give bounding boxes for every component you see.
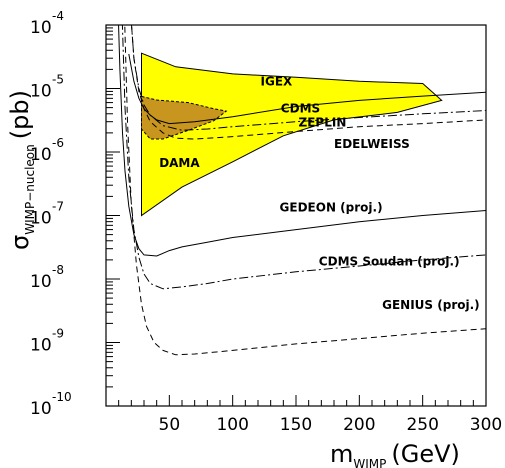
y-tick-base: 10 — [30, 336, 52, 356]
y-tick-base: 10 — [30, 18, 52, 38]
x-axis-title: mWIMP (GeV) — [330, 440, 460, 468]
y-tick-label: 10-10 — [30, 390, 72, 419]
x-tick-label: 50 — [159, 415, 181, 435]
y-tick-label: 10-8 — [30, 263, 64, 292]
y-tick-exponent: -10 — [52, 390, 72, 404]
y-tick-base: 10 — [30, 399, 52, 419]
axes-layer: 50 100 150 200 250 30010-410-510-610-710-810-… — [30, 9, 502, 435]
y-tick-label: 10-6 — [30, 136, 64, 165]
annotation-gedeon-proj: GEDEON (proj.) — [280, 201, 383, 215]
y-tick-exponent: -7 — [52, 200, 64, 214]
annotation-zeplin: ZEPLIN — [299, 116, 347, 130]
region-igex — [141, 52, 443, 217]
curve-genius-proj — [124, 25, 486, 356]
annotation-cdms-soudan-proj: CDMS Soudan (proj.) — [319, 255, 460, 269]
y-tick-base: 10 — [30, 209, 52, 229]
series-layer — [118, 25, 486, 356]
y-tick-base: 10 — [30, 145, 52, 165]
curve-cdms — [128, 53, 486, 125]
x-tick-label: 250 — [406, 415, 438, 435]
annotation-edelweiss: EDELWEISS — [334, 137, 410, 151]
y-tick-exponent: -5 — [52, 73, 64, 87]
y-tick-label: 10-4 — [30, 9, 64, 38]
curve-edelweiss — [131, 25, 486, 140]
y-tick-exponent: -6 — [52, 136, 64, 150]
y-tick-label: 10-9 — [30, 327, 64, 356]
annotation-dama: DAMA — [159, 156, 200, 170]
regions-layer — [141, 52, 443, 217]
y-axis-title: σWIMP−nucleon(pb) — [6, 90, 37, 250]
x-tick-label: 150 — [280, 415, 312, 435]
x-tick-label: 200 — [343, 415, 375, 435]
annotation-genius-proj: GENIUS (proj.) — [382, 298, 480, 312]
y-tick-exponent: -9 — [52, 327, 64, 341]
x-tick-label: 100 — [216, 415, 248, 435]
x-tick-label: 300 — [470, 415, 502, 435]
y-tick-exponent: -8 — [52, 263, 64, 277]
y-tick-exponent: -4 — [52, 9, 64, 23]
y-tick-base: 10 — [30, 82, 52, 102]
curve-cdms-soudan-proj — [121, 25, 486, 290]
y-tick-label: 10-7 — [30, 200, 64, 229]
y-tick-label: 10-5 — [30, 73, 64, 102]
y-tick-base: 10 — [30, 272, 52, 292]
annotation-cdms: CDMS — [281, 101, 320, 115]
region-dama — [141, 95, 228, 140]
curve-gedeon-proj — [118, 25, 486, 257]
labels-layer: mWIMP (GeV) σWIMP−nucleon(pb) IGEX CDMSZEPLI… — [6, 74, 480, 468]
annotation-igex: IGEX — [261, 74, 294, 88]
